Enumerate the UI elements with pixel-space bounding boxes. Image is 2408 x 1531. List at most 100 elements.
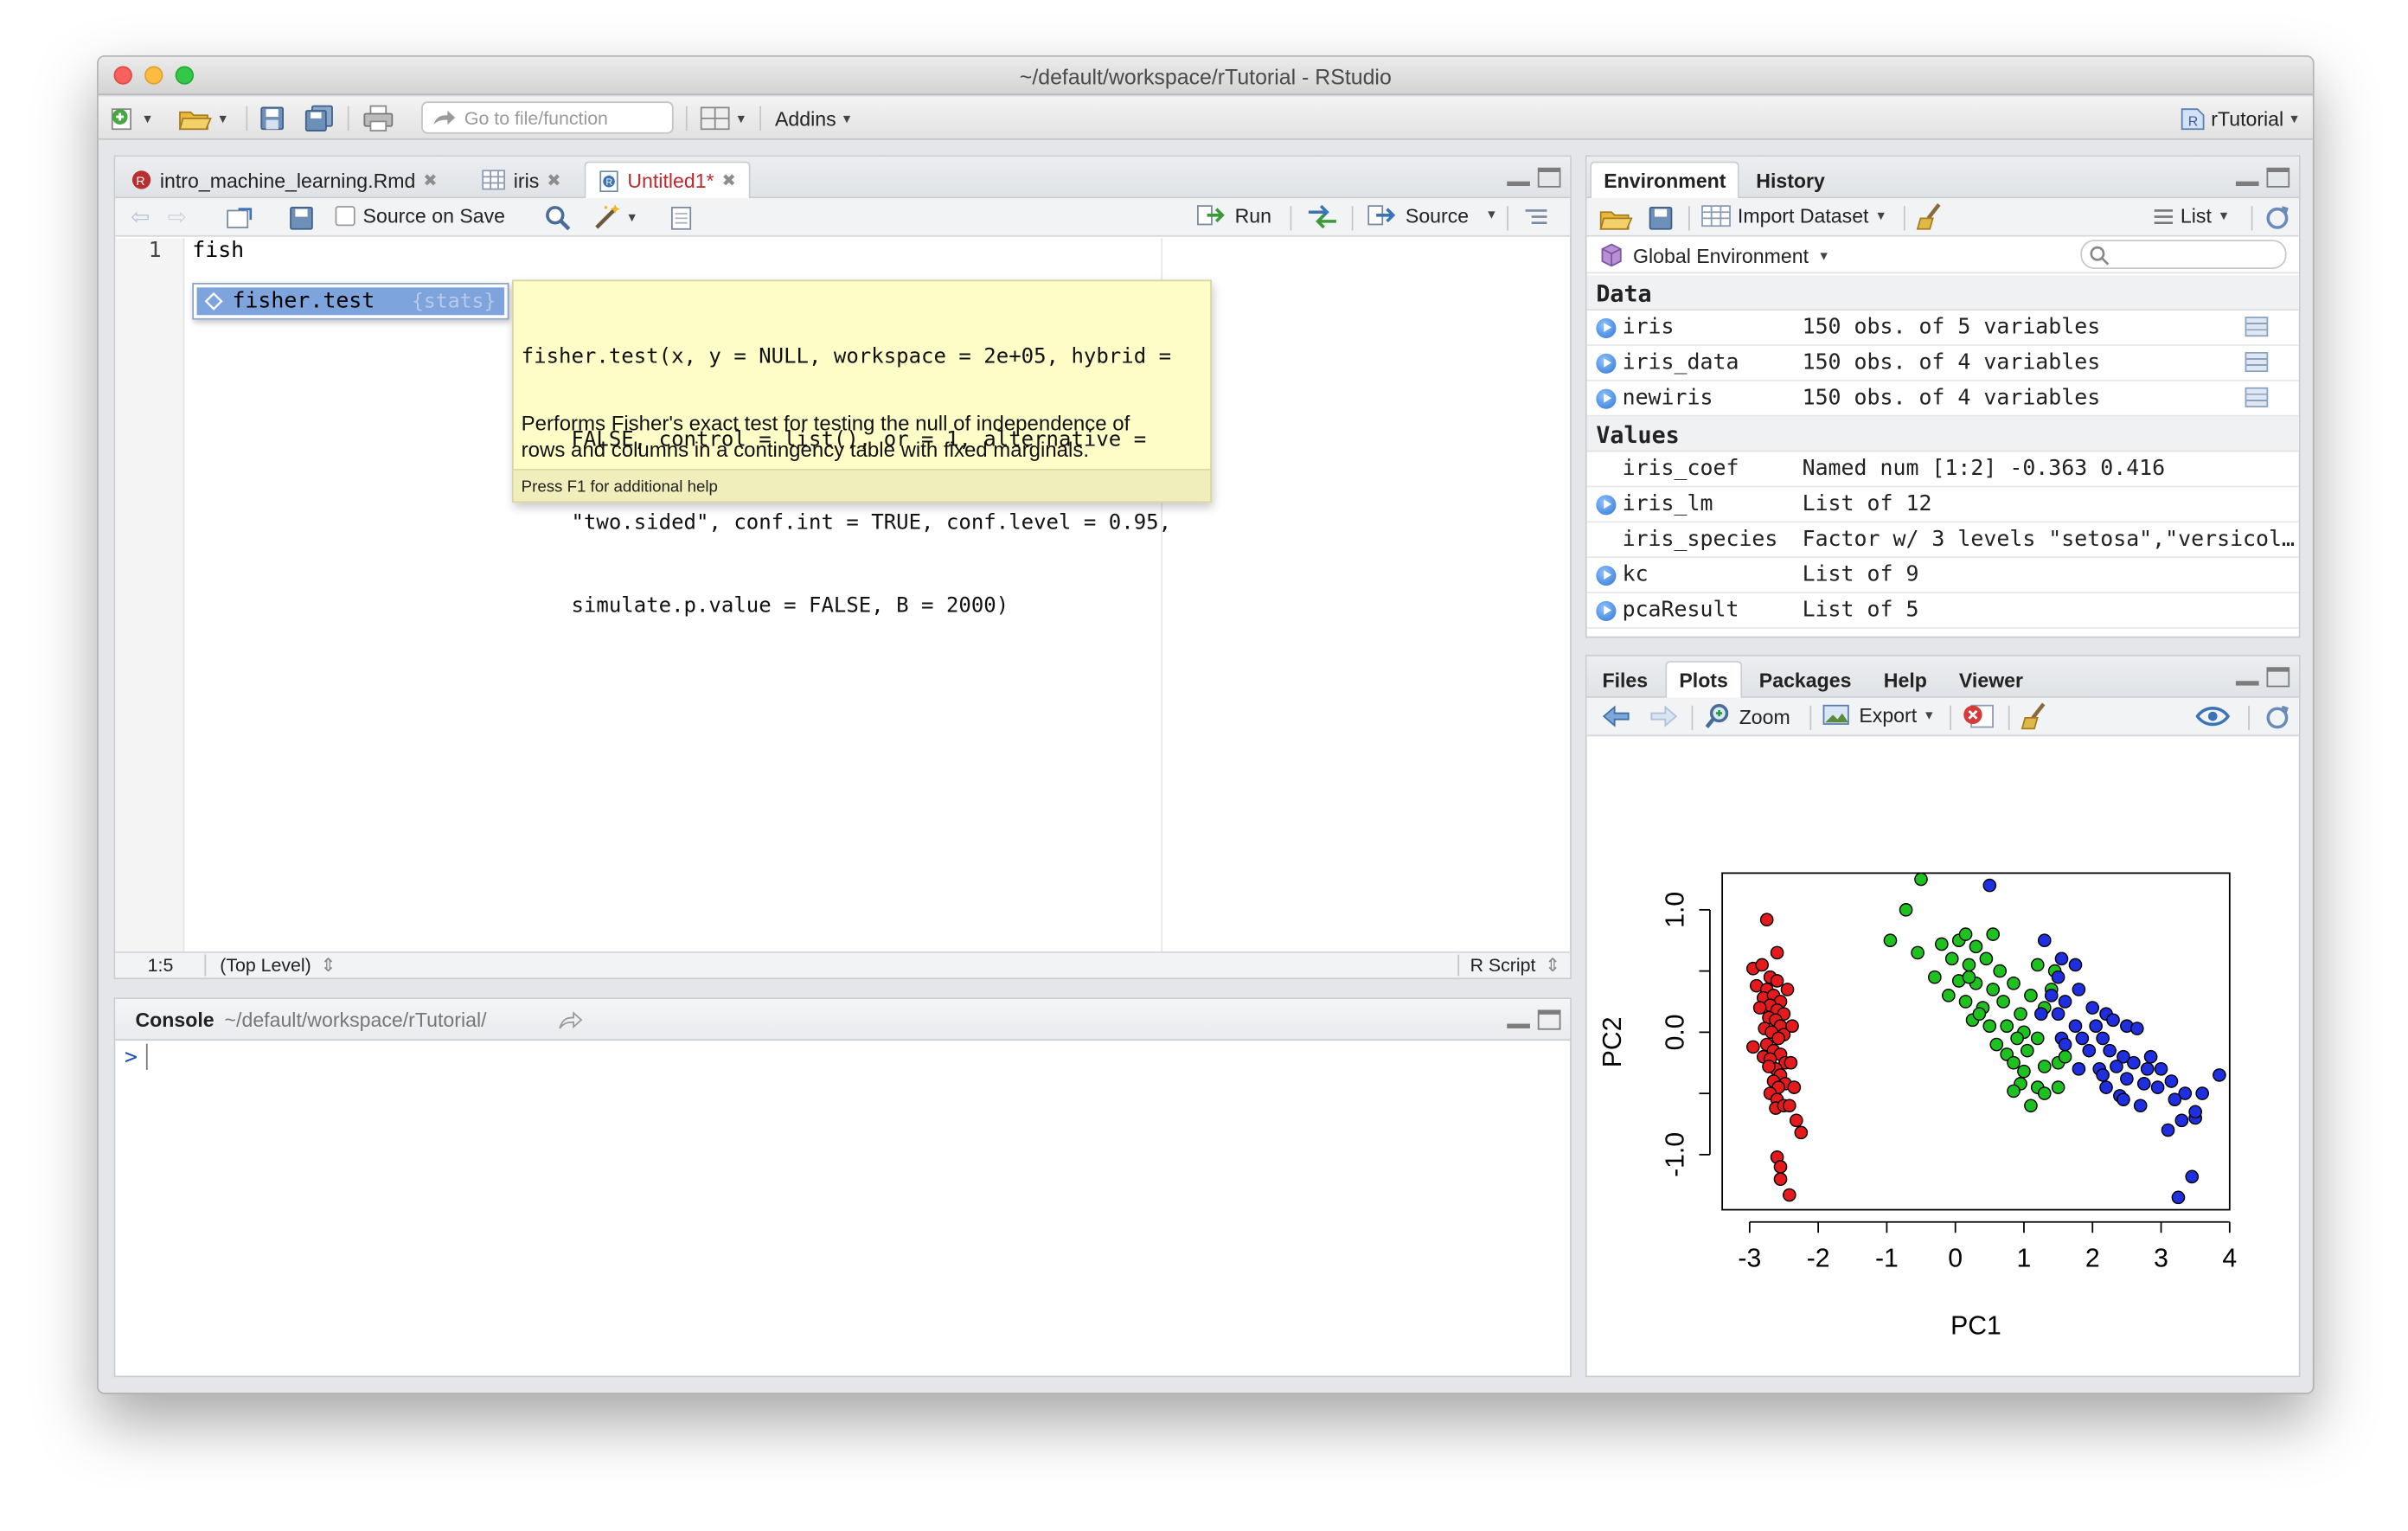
save-workspace-icon[interactable] [1649, 206, 1673, 230]
addins-menu[interactable]: Addins ▼ [775, 106, 854, 131]
new-file-button[interactable]: ▼ [109, 103, 154, 134]
project-menu[interactable]: R rTutorial ▼ [2179, 103, 2301, 134]
refresh-icon[interactable] [2264, 204, 2291, 232]
minimize-window-button[interactable] [144, 66, 163, 85]
code-tools-button[interactable]: ▼ [592, 203, 638, 231]
minimize-pane-button[interactable] [2235, 168, 2259, 187]
maximize-pane-button[interactable] [1537, 167, 1561, 188]
env-row-iris[interactable]: iris 150 obs. of 5 variables [1586, 311, 2299, 346]
forward-arrow-icon[interactable]: ⇨ [167, 204, 188, 231]
point-versicolor-22 [1996, 995, 2010, 1009]
close-window-button[interactable] [113, 66, 132, 85]
close-tab-icon[interactable]: ✖ [547, 171, 561, 190]
broom-icon[interactable] [1916, 202, 1947, 231]
env-row-iris-lm[interactable]: iris_lm List of 12 [1586, 487, 2299, 523]
environment-search-input[interactable] [2080, 240, 2287, 269]
code-line[interactable]: fish [192, 238, 245, 263]
minimize-pane-button[interactable] [2235, 667, 2259, 686]
expand-icon[interactable] [1596, 600, 1617, 621]
tab-files[interactable]: Files [1602, 668, 1649, 691]
zoom-window-button[interactable] [175, 66, 195, 85]
x-tick-label: 0 [1948, 1244, 1963, 1272]
publish-icon[interactable] [2195, 704, 2230, 728]
next-plot-icon[interactable] [1649, 704, 1680, 728]
save-button[interactable] [259, 103, 286, 134]
go-to-directory-icon[interactable] [558, 1010, 583, 1032]
clear-plots-broom-icon[interactable] [2021, 702, 2052, 730]
remove-plot-icon[interactable] [1962, 702, 1995, 730]
minimize-pane-button[interactable] [1507, 1010, 1530, 1028]
run-button[interactable]: Run [1196, 203, 1271, 227]
compile-report-icon[interactable] [669, 206, 693, 230]
maximize-pane-button[interactable] [2266, 167, 2290, 188]
env-row-pcaresult[interactable]: pcaResult List of 5 [1586, 593, 2299, 629]
point-virginica-32 [2164, 1074, 2179, 1088]
point-versicolor-15 [1986, 983, 2001, 996]
scope-selector[interactable]: (Top Level) ⇕ [220, 954, 336, 977]
rerun-icon[interactable] [1305, 204, 1339, 229]
workspace-panes-button[interactable]: ▼ [700, 103, 747, 134]
close-tab-icon[interactable]: ✖ [721, 172, 736, 191]
expand-icon[interactable] [1596, 495, 1617, 516]
show-in-window-icon[interactable] [226, 206, 253, 230]
env-row-iris-species[interactable]: iris_species Factor w/ 3 levels "setosa",… [1586, 522, 2299, 559]
point-versicolor-7 [1969, 939, 1983, 954]
env-row-kc[interactable]: kc List of 9 [1586, 558, 2299, 593]
env-row-iris-coef[interactable]: iris_coef Named num [1:2] -0.363 0.416 [1586, 452, 2299, 488]
tab-iris[interactable]: iris ✖ [469, 162, 573, 199]
point-virginica-5 [2072, 983, 2086, 996]
minimize-pane-button[interactable] [1507, 168, 1530, 187]
print-button[interactable] [363, 103, 394, 134]
point-versicolor-17 [2030, 958, 2045, 972]
view-table-icon[interactable] [2245, 351, 2269, 373]
zoom-button[interactable]: Zoom [1704, 702, 1790, 730]
tab-untitled1[interactable]: R Untitled1* ✖ [584, 161, 750, 199]
global-environment-selector[interactable]: Global Environment ▼ [1599, 243, 1830, 267]
env-row-newiris[interactable]: newiris 150 obs. of 4 variables [1586, 381, 2299, 417]
outline-icon[interactable] [1524, 208, 1548, 229]
expand-icon[interactable] [1596, 565, 1617, 586]
view-table-icon[interactable] [2245, 387, 2269, 407]
tab-viewer[interactable]: Viewer [1958, 668, 2024, 691]
x-tick-label: -3 [1738, 1244, 1761, 1272]
back-arrow-icon[interactable]: ⇦ [131, 204, 150, 231]
tab-environment[interactable]: Environment [1590, 161, 1740, 199]
save-all-button[interactable] [304, 103, 336, 134]
save-icon[interactable] [289, 206, 313, 230]
close-tab-icon[interactable]: ✖ [423, 171, 438, 190]
point-setosa-36 [1787, 1080, 1802, 1094]
view-table-icon[interactable] [2245, 317, 2269, 337]
search-icon [2090, 246, 2110, 266]
point-versicolor-49 [1986, 927, 2001, 941]
search-icon[interactable] [544, 204, 572, 232]
tab-intro-machine-learning[interactable]: R intro_machine_learning.Rmd ✖ [118, 162, 450, 199]
source-button[interactable]: Source [1367, 203, 1469, 227]
maximize-pane-button[interactable] [1537, 1009, 1561, 1030]
list-view-selector[interactable]: List ▼ [2153, 204, 2230, 227]
env-row-iris-data[interactable]: iris_data 150 obs. of 4 variables [1586, 346, 2299, 381]
import-dataset-button[interactable]: Import Dataset ▼ [1700, 203, 1887, 227]
export-button[interactable]: Export ▼ [1822, 702, 1935, 727]
tab-packages[interactable]: Packages [1758, 668, 1852, 691]
refresh-icon[interactable] [2264, 704, 2291, 732]
point-setosa-20 [1771, 1031, 1786, 1046]
console-input[interactable]: > [125, 1043, 149, 1070]
source-options-chevron-icon[interactable]: ▼ [1485, 207, 1498, 221]
source-on-save-checkbox[interactable]: Source on Save [335, 204, 505, 227]
tab-help[interactable]: Help [1883, 668, 1927, 691]
autocomplete-item[interactable]: fisher.test {stats} [196, 287, 505, 316]
print-icon [363, 105, 394, 131]
load-workspace-icon[interactable] [1599, 204, 1633, 230]
expand-icon[interactable] [1596, 353, 1617, 374]
goto-file-input[interactable]: Go to file/function [421, 101, 674, 134]
expand-icon[interactable] [1596, 388, 1617, 409]
expand-icon[interactable] [1596, 317, 1617, 338]
file-type-selector[interactable]: R Script ⇕ [1470, 954, 1561, 977]
run-arrow-icon [1197, 205, 1225, 226]
previous-plot-icon[interactable] [1601, 704, 1632, 728]
tab-plots[interactable]: Plots [1665, 661, 1742, 698]
tab-history[interactable]: History [1756, 168, 1825, 192]
point-versicolor-45 [2058, 1049, 2072, 1064]
open-file-button[interactable]: ▼ [178, 103, 229, 134]
maximize-pane-button[interactable] [2266, 667, 2290, 688]
